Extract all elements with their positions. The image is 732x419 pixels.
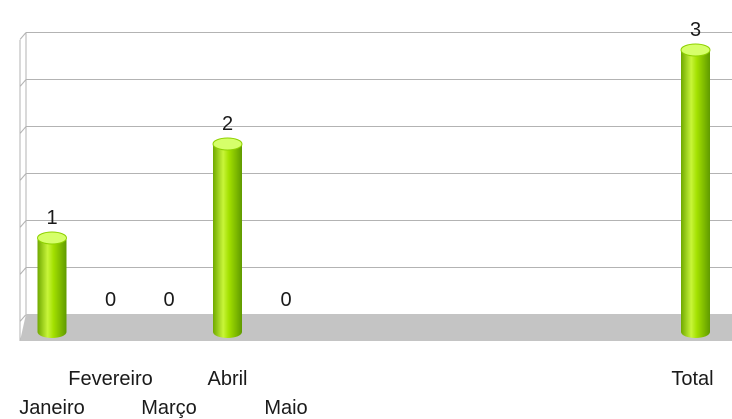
x-tick-label: Total xyxy=(671,368,713,390)
x-tick-label: Fevereiro xyxy=(68,368,152,390)
grid-layer xyxy=(19,32,732,341)
data-label: 3 xyxy=(690,19,701,41)
x-tick-label: Janeiro xyxy=(19,397,85,419)
gridline-depth xyxy=(19,126,27,134)
gridline-depth xyxy=(19,173,27,181)
data-label: 0 xyxy=(105,289,116,311)
x-tick-label: Março xyxy=(141,397,197,419)
data-label: 1 xyxy=(46,207,57,229)
gridline-depth xyxy=(19,220,27,228)
data-label: 2 xyxy=(222,113,233,135)
bar-body xyxy=(213,144,242,332)
x-tick-label: Abril xyxy=(207,368,247,390)
bar xyxy=(680,43,711,338)
data-label: 0 xyxy=(163,289,174,311)
bar-top xyxy=(37,231,67,245)
data-label: 0 xyxy=(280,289,291,311)
floor-plane xyxy=(20,314,732,341)
bar-layer xyxy=(37,43,711,338)
gridline-depth xyxy=(19,314,27,322)
bar-top xyxy=(212,137,243,151)
gridline-depth xyxy=(19,32,27,40)
x-tick-label: Maio xyxy=(264,397,307,419)
bar-base xyxy=(213,326,242,338)
chart-floor xyxy=(20,314,732,341)
data-label-layer: 1 0 0 2 0 3 xyxy=(46,19,701,311)
bar-top xyxy=(680,43,711,57)
x-tick-layer: Janeiro Fevereiro Março Abril Maio Total xyxy=(19,368,713,419)
bar-body xyxy=(681,50,710,332)
gridline-depth xyxy=(19,79,27,87)
bar xyxy=(37,231,67,338)
bar-base xyxy=(37,326,67,338)
bar xyxy=(212,137,243,338)
bar-body xyxy=(37,238,67,332)
gridline-depth xyxy=(19,267,27,275)
bar-base xyxy=(681,326,710,338)
